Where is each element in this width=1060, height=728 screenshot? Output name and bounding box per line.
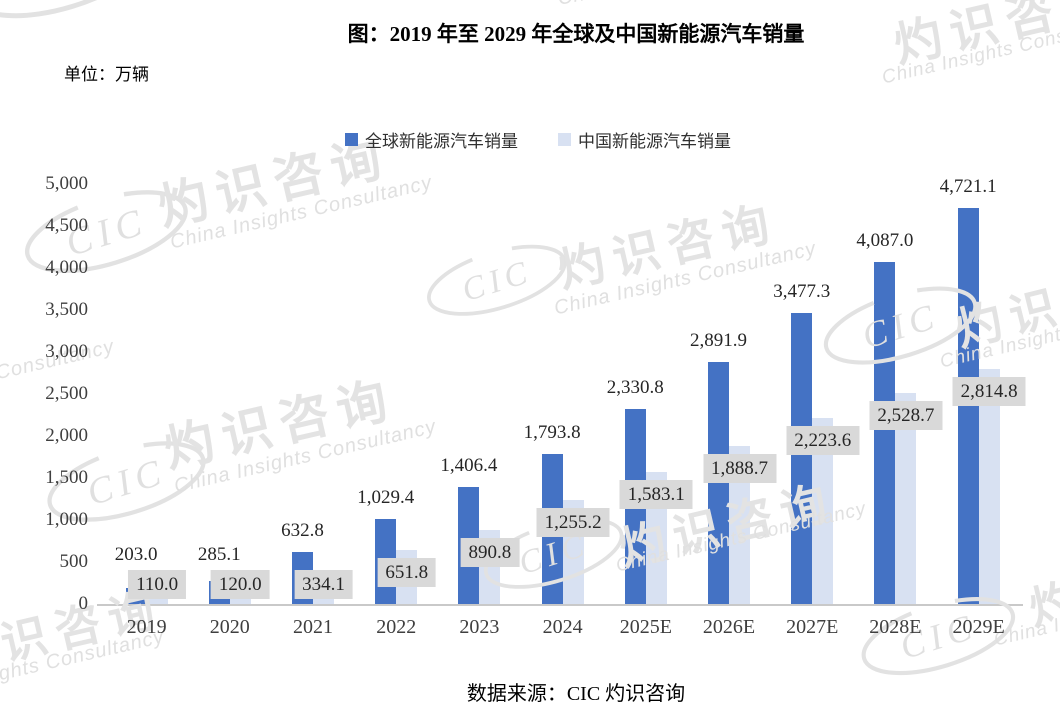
bar-china-2026E [729, 446, 750, 605]
label-china-2024: 1,255.2 [536, 507, 610, 537]
y-tick-2500: 2,500 [45, 383, 88, 404]
x-tick-2020: 2020 [209, 616, 250, 638]
svg-text:CIC: CIC [858, 295, 944, 356]
watermark-zh-text: 灼识咨询 [158, 370, 402, 479]
watermark-en-text: China Insights Consultancy [556, 0, 824, 11]
label-china-2028E: 2,528.7 [869, 400, 943, 430]
y-tick-0: 0 [78, 593, 89, 614]
x-tick-2029E: 2029E [952, 616, 1005, 638]
legend-label-global: 全球新能源汽车销量 [365, 132, 518, 151]
bar-china-2029E [978, 368, 1000, 605]
x-tick-2025E: 2025E [619, 616, 672, 638]
bar-global-2029E [957, 208, 979, 605]
x-tick-2023: 2023 [459, 616, 500, 638]
watermark-en-text: China Insights Consultancy [168, 171, 435, 254]
bar-china-2019 [146, 595, 168, 605]
label-china-2022: 651.8 [377, 558, 437, 588]
x-axis-line [97, 604, 1023, 606]
watermark-en-text: China Insights Consultancy [552, 237, 819, 320]
x-tick-2022: 2022 [376, 616, 417, 638]
svg-text:CIC: CIC [83, 451, 172, 514]
bar-global-2027E [791, 312, 813, 605]
legend-item-global: 全球新能源汽车销量 [345, 127, 518, 152]
label-china-2026E: 1,888.7 [703, 454, 776, 484]
svg-text:CIC: CIC [10, 0, 113, 9]
legend: 全球新能源汽车销量 中国新能源汽车销量 [96, 127, 980, 152]
watermark-en-text: China Insights Consultancy [938, 294, 1060, 373]
y-tick-5000: 5,000 [45, 173, 88, 194]
y-tick-1500: 1,500 [45, 467, 88, 488]
label-global-2024: 1,793.8 [523, 422, 581, 444]
bar-global-2026E [708, 362, 729, 605]
legend-swatch-china [558, 133, 571, 146]
x-tick-2019: 2019 [126, 616, 167, 638]
label-global-2027E: 3,477.3 [773, 280, 831, 302]
watermark-zh-text: 灼识咨询 [1024, 536, 1060, 636]
label-global-2025E: 2,330.8 [606, 377, 664, 399]
svg-text:CIC: CIC [458, 254, 536, 309]
label-global-2023: 1,406.4 [440, 454, 498, 476]
label-global-2020: 285.1 [197, 544, 241, 565]
x-tick-2027E: 2027E [786, 616, 839, 638]
label-global-2022: 1,029.4 [357, 486, 415, 508]
y-tick-4500: 4,500 [45, 215, 88, 236]
bar-china-2028E [895, 392, 917, 605]
bar-china-2027E [812, 418, 834, 605]
legend-item-china: 中国新能源汽车销量 [558, 127, 731, 152]
x-tick-2026E: 2026E [702, 616, 756, 638]
chart-title: 图：2019 年至 2029 年全球及中国新能源汽车销量 [347, 22, 805, 46]
x-tick-2021: 2021 [293, 616, 333, 638]
label-global-2026E: 2,891.9 [690, 330, 747, 352]
y-tick-4000: 4,000 [45, 257, 88, 278]
bar-global-2028E [874, 261, 896, 605]
y-tick-3500: 3,500 [45, 299, 88, 320]
watermark-zh-text: 灼识咨询 [553, 197, 784, 299]
label-china-2019: 110.0 [128, 570, 187, 599]
source-label: 数据来源：CIC 灼识咨询 [466, 683, 686, 705]
label-china-2029E: 2,814.8 [952, 376, 1026, 406]
label-global-2019: 203.0 [114, 544, 158, 565]
x-tick-2024: 2024 [542, 616, 583, 638]
label-china-2025E: 1,583.1 [619, 480, 693, 510]
x-tick-2028E: 2028E [869, 616, 922, 638]
y-tick-500: 500 [59, 551, 89, 572]
label-global-2021: 632.8 [281, 519, 324, 541]
label-china-2021: 334.1 [294, 570, 353, 599]
watermark-en-text: China Insights Consultancy [992, 572, 1060, 651]
y-tick-2000: 2,000 [45, 425, 88, 446]
cic-logo-watermark: CIC [415, 222, 579, 339]
label-china-2023: 890.8 [460, 538, 520, 568]
label-global-2029E: 4,721.1 [939, 176, 997, 198]
label-global-2028E: 4,087.0 [856, 229, 914, 251]
bar-china-2020 [229, 594, 251, 605]
y-tick-1000: 1,000 [45, 509, 88, 530]
unit-label: 单位：万辆 [64, 65, 149, 84]
y-tick-3000: 3,000 [45, 341, 88, 362]
label-china-2027E: 2,223.6 [786, 426, 860, 456]
legend-label-china: 中国新能源汽车销量 [578, 132, 731, 151]
label-china-2020: 120.0 [210, 570, 270, 599]
legend-swatch-global [345, 133, 358, 146]
